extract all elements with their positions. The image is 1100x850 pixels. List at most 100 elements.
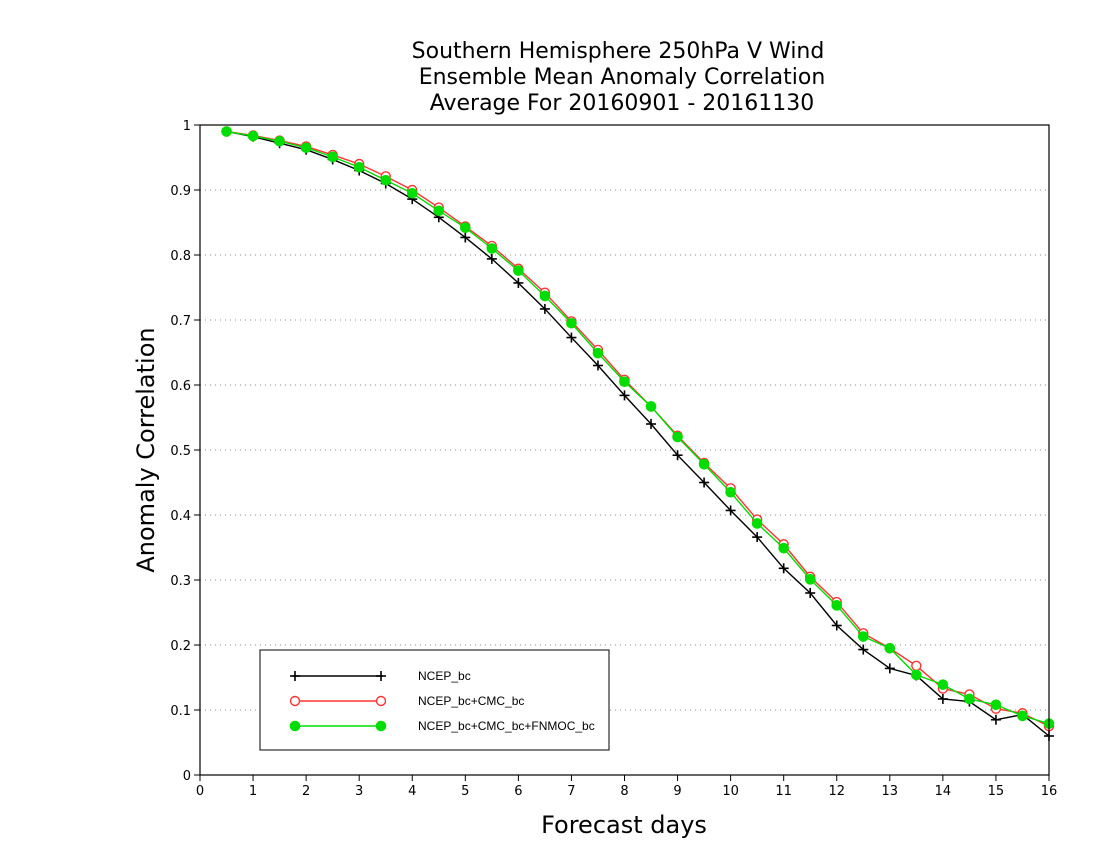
x-tick-label: 9 bbox=[673, 784, 681, 799]
x-tick-label: 5 bbox=[461, 784, 469, 799]
data-point bbox=[911, 669, 922, 681]
data-point bbox=[513, 277, 524, 288]
data-point bbox=[725, 486, 736, 498]
data-point bbox=[778, 542, 789, 554]
series-3 bbox=[221, 126, 1055, 729]
plot-frame bbox=[199, 124, 1050, 776]
data-point bbox=[221, 126, 232, 137]
data-point bbox=[884, 663, 895, 674]
data-point bbox=[672, 431, 683, 443]
series-line bbox=[226, 130, 1050, 725]
axis-ticks: 00.10.20.30.40.50.60.70.80.910 1 2 3 4 5 6 7 8 9 1… bbox=[170, 119, 1057, 799]
data-point bbox=[300, 142, 312, 154]
title-line-2: Ensemble Mean Anomaly Correlation bbox=[419, 65, 826, 90]
legend-entry-1: NCEP_bc bbox=[290, 669, 471, 683]
y-tick-label: 0.7 bbox=[170, 314, 191, 329]
data-point bbox=[460, 232, 471, 243]
data-point bbox=[752, 532, 763, 543]
data-point bbox=[778, 563, 789, 574]
data-point bbox=[964, 693, 975, 705]
data-point bbox=[937, 693, 948, 704]
x-tick-label: 10 bbox=[722, 784, 739, 799]
data-point bbox=[831, 600, 843, 611]
x-tick-label: 8 bbox=[620, 784, 628, 799]
legend-label: NCEP_bc+CMC_bc+FNMOC_bc bbox=[418, 719, 595, 733]
legend-label: NCEP_bc+CMC_bc bbox=[418, 694, 524, 708]
data-point bbox=[884, 642, 896, 654]
data-point bbox=[327, 151, 338, 163]
x-tick-label: 11 bbox=[775, 784, 792, 799]
legend-box bbox=[259, 649, 610, 751]
x-tick-label: 0 bbox=[196, 784, 204, 799]
data-point bbox=[990, 699, 1002, 711]
y-tick-label: 0.2 bbox=[170, 639, 191, 654]
data-point bbox=[699, 477, 710, 488]
data-point bbox=[751, 518, 763, 529]
data-point bbox=[592, 347, 604, 359]
data-point bbox=[274, 135, 285, 147]
y-tick-label: 0.4 bbox=[170, 509, 191, 524]
legend-marker bbox=[375, 695, 387, 707]
data-point bbox=[566, 332, 577, 343]
data-point bbox=[1017, 710, 1028, 722]
data-point bbox=[698, 459, 710, 470]
x-tick-label: 14 bbox=[935, 784, 952, 799]
data-point bbox=[566, 317, 577, 329]
legend-entry-2: NCEP_bc+CMC_bc bbox=[289, 694, 524, 708]
data-series bbox=[221, 126, 1055, 741]
y-tick-label: 0 bbox=[183, 769, 191, 784]
series-1 bbox=[221, 126, 1054, 741]
series-2 bbox=[221, 126, 1055, 732]
data-point bbox=[858, 644, 869, 655]
y-tick-label: 0.8 bbox=[170, 249, 191, 264]
y-tick-label: 0.6 bbox=[170, 379, 191, 394]
data-point bbox=[937, 679, 949, 690]
data-point bbox=[592, 360, 603, 371]
legend-entry-3: NCEP_bc+CMC_bc+FNMOC_bc bbox=[289, 719, 595, 733]
legend-marker bbox=[289, 720, 301, 732]
chart-title: Southern Hemisphere 250hPa V Wind Ensemb… bbox=[412, 39, 826, 116]
data-point bbox=[539, 290, 551, 302]
data-point bbox=[486, 243, 498, 254]
data-point bbox=[619, 390, 630, 401]
grid-lines bbox=[200, 189, 1049, 711]
data-point bbox=[380, 174, 392, 186]
legend: NCEP_bc NCEP_bc+CMC_bc NCEP_bc+CMC_bc+FNMO… bbox=[259, 649, 610, 751]
data-point bbox=[353, 161, 365, 173]
series-line bbox=[226, 130, 1050, 727]
data-point bbox=[672, 450, 683, 461]
legend-label: NCEP_bc bbox=[418, 669, 471, 683]
x-tick-label: 4 bbox=[408, 784, 416, 799]
legend-marker bbox=[289, 695, 301, 707]
data-point bbox=[911, 660, 922, 671]
y-tick-label: 0.1 bbox=[170, 704, 191, 719]
data-point bbox=[725, 505, 736, 516]
data-point bbox=[247, 130, 259, 142]
x-tick-label: 1 bbox=[249, 784, 257, 799]
data-point bbox=[460, 222, 471, 233]
data-point bbox=[513, 265, 524, 276]
y-tick-label: 0.5 bbox=[170, 444, 191, 459]
x-tick-label: 2 bbox=[302, 784, 310, 799]
title-line-1: Southern Hemisphere 250hPa V Wind bbox=[412, 39, 825, 64]
data-point bbox=[619, 376, 630, 388]
data-point bbox=[804, 574, 816, 585]
data-point bbox=[805, 588, 816, 598]
data-point bbox=[539, 303, 550, 314]
x-tick-label: 16 bbox=[1041, 784, 1058, 799]
data-point bbox=[857, 631, 869, 642]
data-point bbox=[433, 205, 445, 217]
y-tick-label: 0.3 bbox=[170, 574, 191, 589]
data-point bbox=[406, 187, 418, 199]
x-tick-label: 3 bbox=[355, 784, 363, 799]
title-line-3: Average For 20160901 - 20161130 bbox=[430, 91, 815, 116]
data-point bbox=[646, 419, 657, 429]
legend-marker bbox=[376, 671, 386, 681]
data-point bbox=[990, 714, 1001, 725]
data-point bbox=[831, 620, 842, 631]
x-tick-label: 12 bbox=[828, 784, 845, 799]
x-tick-label: 15 bbox=[988, 784, 1005, 799]
x-tick-label: 6 bbox=[514, 784, 522, 799]
